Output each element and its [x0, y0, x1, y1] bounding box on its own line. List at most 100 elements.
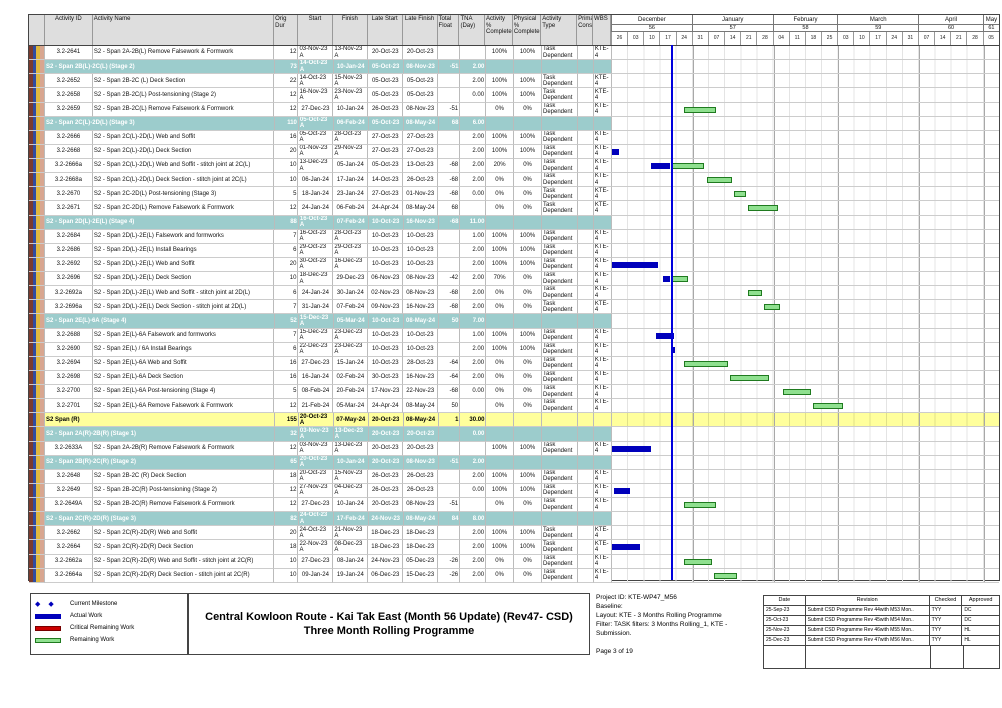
month-boundary-line — [919, 144, 921, 158]
late-start-cell: 09-Nov-23 — [368, 300, 404, 315]
activity-id-cell: 3.2-2658 — [44, 88, 93, 103]
wbs-color-stripes — [29, 243, 45, 258]
revision-cell: Submit CSD Programme Rev 46with M55 Mon.… — [806, 626, 930, 635]
col-header-late-finish: Late Finish — [403, 15, 438, 45]
wbs-stripe-0 — [29, 399, 33, 413]
tna-cell: 2.00 — [460, 342, 487, 357]
wbs-cell: KTE-4 — [593, 342, 612, 357]
activity-type-cell — [542, 314, 579, 329]
group-row: S2 - Span 2C(R)-2D(R) (Stage 3) 82 24-Oct-… — [29, 512, 999, 527]
prima-cons-cell — [578, 512, 595, 527]
tna-cell: 1.00 — [460, 229, 487, 244]
late-start-cell: 20-Oct-23 — [368, 427, 404, 442]
gantt-cell — [612, 215, 999, 230]
total-float-cell — [438, 328, 461, 343]
start-cell: 13-Dec-23 A — [298, 159, 334, 174]
month-boundary-line — [773, 512, 775, 526]
wbs-stripe-2 — [36, 102, 41, 116]
wbs-stripe-1 — [32, 314, 37, 328]
late-start-cell: 18-Dec-23 — [368, 526, 404, 541]
physical-pct-cell: 0% — [514, 159, 542, 174]
col-header-activity-id: Activity ID — [45, 15, 93, 45]
finish-cell: 07-Feb-24 — [333, 300, 369, 315]
gantt-cell — [611, 441, 1000, 456]
group-name-cell: S2 - Span 2D(L)-2E(L) (Stage 4) — [44, 215, 275, 230]
month-boundary-line — [919, 243, 921, 257]
gantt-cell — [612, 512, 999, 527]
gantt-bar-actual — [662, 276, 670, 282]
gantt-table-frame: Activity ID Activity Name Orig Dur Start… — [28, 14, 1000, 583]
physical-pct-cell: 100% — [514, 540, 542, 555]
late-finish-cell: 26-Oct-23 — [403, 483, 439, 498]
activity-name-cell: S2 - Span 2C(L)-2D(L) Web and Soffit - s… — [92, 159, 275, 174]
wbs-color-stripes — [29, 554, 45, 569]
task-row: 3.2-2633A S2 - Span 2A-2B(R) Remove False… — [29, 441, 1000, 456]
total-float-cell: -68 — [438, 173, 461, 188]
late-finish-cell: 08-May-24 — [403, 512, 439, 527]
month-boundary-line — [692, 173, 694, 187]
activity-type-cell: Task Dependent — [542, 74, 578, 89]
activity-name-cell: S2 - Span 2C(L)-2D(L) Web and Soffit — [92, 130, 275, 145]
orig-dur-cell: 20 — [274, 144, 299, 159]
activity-type-cell: Task Dependent — [542, 46, 578, 61]
wbs-stripe-0 — [29, 272, 33, 286]
physical-pct-cell — [514, 427, 543, 442]
activity-type-cell — [542, 413, 579, 428]
activity-id-cell: 3.2-2664a — [44, 568, 93, 583]
milestone-diamond-icon: ◆◆ — [35, 601, 62, 608]
tna-cell: 2.00 — [460, 272, 487, 287]
month-boundary-line — [983, 257, 985, 271]
col-header-activity-pct: Activity % Complete — [485, 15, 514, 45]
task-row: 3.2-2649 S2 - Span 2B-2C(R) Post-tensioni… — [29, 483, 1000, 498]
gantt-bar-remaining — [683, 360, 728, 367]
wbs-stripe-0 — [29, 46, 33, 60]
finish-cell: 13-Dec-23 A — [333, 441, 369, 456]
wbs-stripe-0 — [29, 243, 33, 257]
late-finish-cell: 18-Dec-23 — [403, 526, 439, 541]
gantt-cell — [611, 187, 1000, 202]
finish-cell: 10-Jan-24 — [333, 102, 369, 117]
gantt-bar-remaining — [683, 502, 716, 508]
late-start-cell: 14-Oct-23 — [368, 173, 404, 188]
month-boundary-line — [919, 427, 921, 441]
activity-type-cell: Task Dependent — [542, 243, 578, 258]
month-boundary-line — [692, 130, 694, 144]
total-float-cell: -51 — [438, 60, 461, 75]
wbs-stripe-1 — [32, 144, 37, 158]
month-boundary-line — [773, 116, 775, 130]
wbs-stripe-2 — [36, 455, 41, 469]
finish-cell: 06-Feb-24 — [333, 201, 369, 216]
late-finish-cell: 26-Oct-23 — [403, 469, 439, 484]
timeline-week-tick: 31 — [901, 32, 918, 45]
col-header-total-float: Total Float — [438, 15, 460, 45]
summary-row: S2 Span (R) 155 20-Oct-23 A 07-May-24 20-Oct… — [29, 413, 999, 428]
activity-name-cell: S2 - Span 2D(L)-2E(L) Deck Section — [92, 272, 275, 287]
month-boundary-line — [919, 116, 921, 130]
finish-cell: 30-Jan-24 — [333, 286, 369, 301]
gantt-cell — [611, 526, 1000, 541]
gantt-bar-remaining — [713, 572, 737, 579]
revision-cell: 25-Nov-23 — [764, 626, 806, 635]
late-start-cell: 06-Nov-23 — [368, 272, 404, 287]
gantt-cell — [612, 314, 999, 329]
wbs-color-stripes — [29, 370, 45, 385]
month-boundary-line — [773, 328, 775, 342]
wbs-cell — [594, 215, 613, 230]
total-float-cell: -51 — [438, 102, 461, 117]
late-finish-cell: 10-Oct-23 — [403, 229, 439, 244]
tna-cell: 2.00 — [460, 257, 487, 272]
timeline-month-number: 57 — [691, 25, 773, 32]
gantt-cell — [611, 144, 1000, 159]
prima-cons-cell — [578, 455, 595, 470]
total-float-cell: -64 — [438, 356, 461, 371]
col-header-orig-dur: Orig Dur — [274, 15, 299, 45]
gantt-bar-remaining — [706, 177, 732, 184]
month-boundary-line — [692, 201, 694, 215]
late-finish-cell: 08-Nov-23 — [403, 498, 439, 513]
task-row: 3.2-2700 S2 - Span 2E(L)-6A Post-tensioni… — [29, 385, 1000, 400]
activity-pct-cell: 0% — [486, 370, 515, 385]
month-boundary-line — [838, 385, 840, 399]
remaining-bar-swatch — [35, 637, 61, 643]
finish-cell: 23-Nov-23 A — [333, 88, 369, 103]
month-boundary-line — [692, 413, 694, 427]
